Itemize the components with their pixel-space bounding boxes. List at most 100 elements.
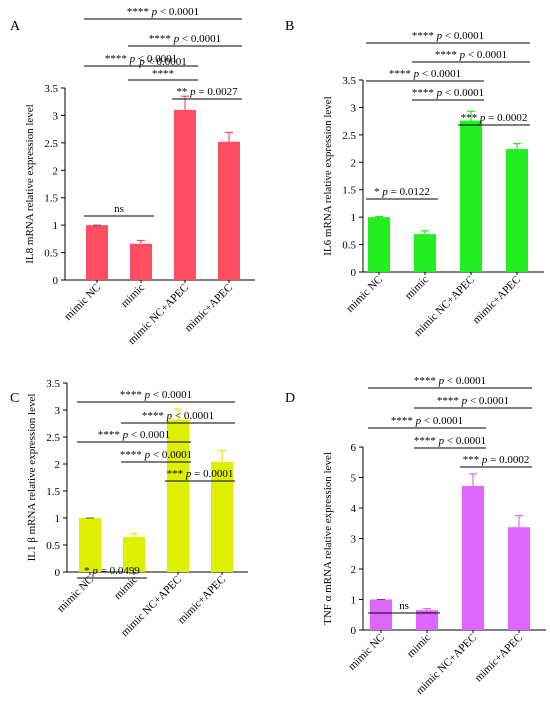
bar — [123, 536, 145, 572]
y-tick-label: 3.5 — [46, 378, 60, 390]
p-value: < 0.0001 — [150, 389, 192, 401]
significance-stars: **** — [98, 429, 123, 441]
significance-label: **** p < 0.0001 — [389, 68, 461, 80]
significance-label: **** p < 0.0001 — [412, 30, 484, 42]
y-tick-label: 0 — [53, 275, 59, 287]
significance-label: * p = 0.0122 — [374, 186, 430, 198]
y-tick-label: 2.5 — [342, 130, 356, 142]
bar — [167, 419, 189, 572]
p-symbol: p — [461, 395, 468, 407]
significance-label: *** p = 0.0001 — [167, 468, 234, 480]
p-symbol: p — [173, 33, 180, 45]
significance-label: **** p < 0.0001 — [391, 415, 463, 427]
bar — [414, 234, 436, 272]
bar — [370, 599, 392, 630]
chart-panel: A 0 0.5 1 1.5 2 2.5 3 3.5 IL8 mRNA relative expre… — [10, 6, 255, 347]
y-tick-label: 0.5 — [46, 540, 60, 552]
significance-stars: **** — [391, 415, 416, 427]
p-value: ns — [399, 600, 409, 612]
y-tick-label: 2 — [351, 564, 357, 576]
category-label: mimic — [119, 282, 147, 310]
chart-panel: C 0 0.5 1 1.5 2 2.5 3 3.5 IL1 β mRNA relative exp… — [10, 378, 248, 639]
bar — [416, 610, 438, 630]
p-value: < 0.0001 — [465, 49, 507, 61]
significance-label: p < 0.0001 — [138, 56, 186, 68]
y-tick-label: 1 — [53, 220, 59, 232]
y-tick-label: 3.5 — [342, 75, 356, 87]
chart-panel: D 0 1 2 3 4 5 6 TNF α mRNA relative expression l… — [285, 375, 546, 697]
significance-stars: **** — [414, 435, 439, 447]
p-symbol: p — [129, 53, 136, 65]
p-symbol: p — [479, 112, 486, 124]
significance-label: **** p < 0.0001 — [120, 449, 192, 461]
y-axis-label: IL8 mRNA relative expression level — [24, 104, 36, 263]
p-symbol: p — [381, 186, 388, 198]
significance-label: **** p < 0.0001 — [142, 410, 214, 422]
significance-stars: **** — [437, 395, 462, 407]
y-tick-label: 1 — [55, 513, 61, 525]
significance-stars: **** — [389, 68, 414, 80]
significance-stars: ** — [176, 86, 190, 98]
significance-label: ns — [399, 600, 409, 612]
p-value: < 0.0001 — [467, 395, 509, 407]
y-tick-label: 2 — [55, 459, 61, 471]
y-tick-label: 3 — [351, 534, 357, 546]
category-label: mimic+APEC — [472, 632, 525, 685]
p-symbol: p — [138, 56, 145, 68]
y-tick-label: 0.5 — [44, 248, 58, 260]
p-value: = 0.0122 — [388, 186, 430, 198]
y-tick-label: 1 — [351, 595, 357, 607]
p-value: < 0.0001 — [442, 87, 484, 99]
bar — [86, 225, 108, 280]
p-value: = 0.0499 — [98, 565, 140, 577]
bar — [79, 518, 101, 572]
bar — [211, 461, 233, 572]
significance-label: **** p < 0.0001 — [414, 375, 486, 387]
bar — [368, 217, 390, 272]
significance-stars: * — [84, 565, 92, 577]
significance-stars: **** — [105, 53, 130, 65]
significance-stars: **** — [414, 375, 439, 387]
y-tick-label: 0 — [351, 625, 357, 637]
p-symbol: p — [122, 429, 129, 441]
p-value: < 0.0001 — [179, 33, 221, 45]
p-symbol: p — [436, 30, 443, 42]
category-label: mimic NC — [62, 282, 103, 323]
y-tick-label: 0 — [351, 267, 357, 279]
category-label: mimic NC — [55, 574, 96, 615]
p-symbol: p — [438, 375, 445, 387]
y-tick-label: 1.5 — [44, 193, 58, 205]
p-value: < 0.0001 — [157, 6, 199, 18]
significance-stars: *** — [461, 112, 480, 124]
significance-label: **** p < 0.0001 — [414, 435, 486, 447]
p-symbol: p — [144, 389, 151, 401]
bar — [460, 120, 482, 272]
p-value: < 0.0001 — [145, 56, 187, 68]
p-value: = 0.0002 — [487, 454, 529, 466]
p-value: < 0.0001 — [172, 410, 214, 422]
p-symbol: p — [459, 49, 466, 61]
significance-label: **** p < 0.0001 — [105, 53, 177, 65]
significance-stars: **** — [127, 6, 152, 18]
y-tick-label: 5 — [351, 473, 357, 485]
p-value: = 0.0001 — [191, 468, 233, 480]
chart-panel: B 0 0.5 1 1.5 2 2.5 3 3.5 IL6 mRNA relative expre… — [285, 19, 544, 339]
significance-label: * p = 0.0499 — [84, 565, 140, 577]
y-tick-label: 0.5 — [342, 240, 356, 252]
y-tick-label: 3 — [351, 102, 357, 114]
bar — [174, 109, 196, 280]
p-value: < 0.0001 — [444, 435, 486, 447]
significance-label: **** p < 0.0001 — [412, 87, 484, 99]
y-tick-label: 2 — [351, 157, 357, 169]
y-tick-label: 2.5 — [46, 432, 60, 444]
category-label: mimic+APEC — [470, 274, 523, 327]
y-tick-label: 2 — [53, 165, 59, 177]
bar — [508, 527, 530, 630]
significance-stars: **** — [435, 49, 460, 61]
significance-label: *** p = 0.0002 — [463, 454, 530, 466]
y-tick-label: 3 — [53, 110, 59, 122]
significance-label: ns — [114, 203, 124, 215]
significance-label: ** p = 0.0027 — [176, 86, 238, 98]
significance-stars: *** — [167, 468, 186, 480]
significance-label: **** p < 0.0001 — [437, 395, 509, 407]
